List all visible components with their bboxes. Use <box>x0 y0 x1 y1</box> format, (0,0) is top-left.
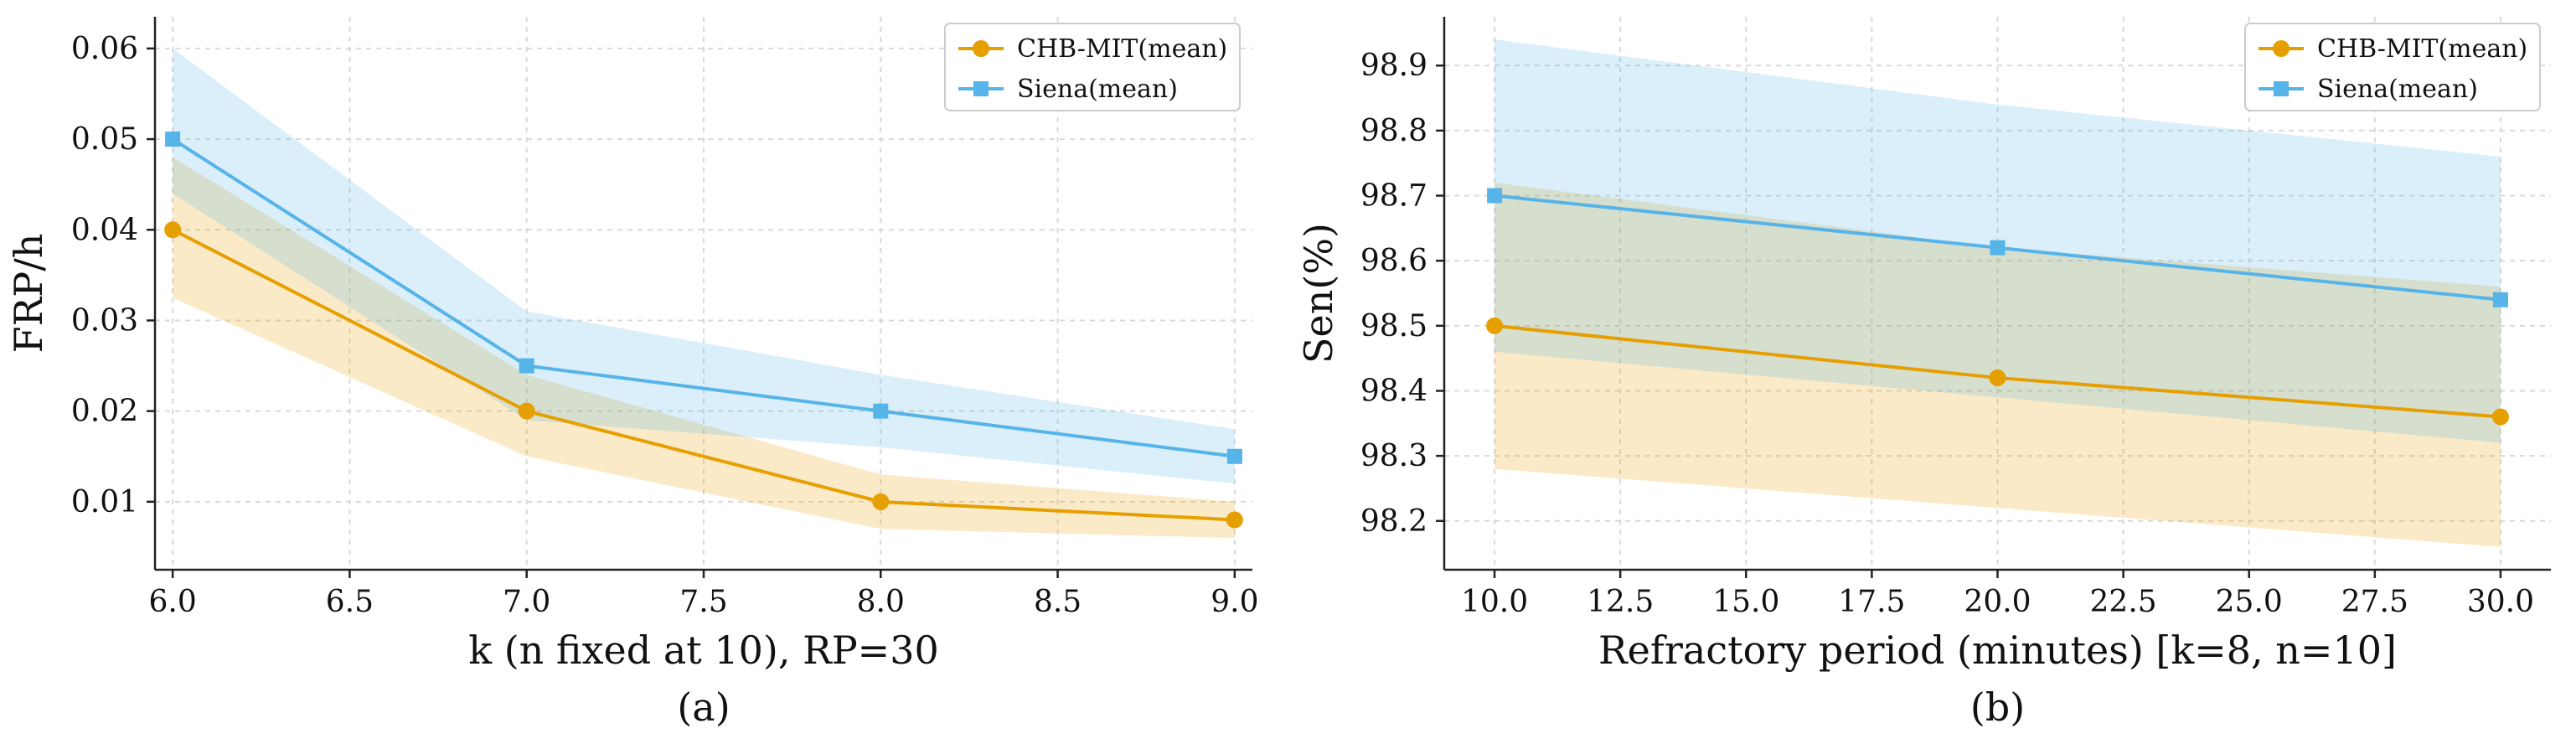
y-tick-label: 98.3 <box>1360 439 1427 473</box>
y-axis-title: Sen(%) <box>1296 223 1341 364</box>
data-point-siena <box>873 403 889 419</box>
series-line-siena <box>172 137 1236 458</box>
legend-marker-chb-mit <box>973 40 989 57</box>
x-tick-label: 10.0 <box>1461 585 1528 619</box>
figure-caption: (a) <box>677 685 730 730</box>
data-point-chb-mit <box>518 402 535 420</box>
data-point-chb-mit <box>164 221 182 239</box>
x-tick-label: 27.5 <box>2341 585 2408 619</box>
legend-marker-chb-mit <box>2273 40 2289 57</box>
legend-box <box>2244 23 2541 111</box>
x-tick-label: 12.5 <box>1587 585 1654 619</box>
y-tick-label: 98.4 <box>1360 374 1427 408</box>
y-tick-label: 98.9 <box>1360 49 1427 83</box>
y-tick-label: 0.05 <box>71 122 138 157</box>
data-point-chb-mit <box>1226 511 1243 529</box>
y-axis-title: FRP/h <box>6 234 51 354</box>
y-tick-label: 0.02 <box>71 395 138 429</box>
y-tick-label: 98.2 <box>1360 504 1427 539</box>
figure-caption: (b) <box>1970 685 2025 730</box>
data-point-siena <box>2492 292 2508 307</box>
x-tick-label: 25.0 <box>2216 585 2283 619</box>
data-point-siena <box>519 358 534 374</box>
x-tick-label: 7.0 <box>503 585 550 619</box>
legend-box <box>944 23 1241 111</box>
confidence-band-siena <box>173 48 1235 484</box>
legend-label-chb-mit: CHB-MIT(mean) <box>1017 34 1227 64</box>
y-tick-label: 98.8 <box>1360 114 1427 148</box>
data-point-chb-mit <box>1989 369 2006 386</box>
y-tick-label: 98.5 <box>1360 309 1427 344</box>
chart-b: 10.0 12.5 15.0 17.5 20.0 22.5 25.0 27.5 30.0 98.2… <box>1296 17 2551 730</box>
y-tick-label: 0.04 <box>71 213 138 247</box>
legend-marker-siena <box>2274 81 2289 96</box>
data-point-siena <box>1990 240 2006 256</box>
x-tick-label: 6.0 <box>148 585 196 619</box>
legend-label-chb-mit: CHB-MIT(mean) <box>2317 34 2527 64</box>
x-tick-label: 8.0 <box>857 585 905 619</box>
y-tick-label: 0.03 <box>71 303 138 338</box>
legend: CHB-MIT(mean) Siena(mean) <box>944 23 1241 111</box>
x-tick-label: 7.5 <box>679 585 727 619</box>
x-tick-label: 8.5 <box>1034 585 1082 619</box>
x-tick-label: 15.0 <box>1712 585 1779 619</box>
legend-label-siena: Siena(mean) <box>1017 75 1178 104</box>
data-point-chb-mit <box>872 493 890 510</box>
legend-label-siena: Siena(mean) <box>2317 75 2478 104</box>
confidence-band-chb-mit <box>173 157 1235 539</box>
x-tick-label: 22.5 <box>2090 585 2157 619</box>
x-tick-label: 30.0 <box>2467 585 2534 619</box>
y-tick-label: 98.6 <box>1360 244 1427 278</box>
data-point-siena <box>165 132 181 147</box>
chart-a: 6.0 6.5 7.0 7.5 8.0 8.5 9.0 0.01 0.02 0.03 0.04 0.0… <box>6 17 1259 730</box>
series-line-chb-mit <box>172 228 1235 522</box>
x-axis-title: Refractory period (minutes) [k=8, n=10] <box>1598 628 2397 673</box>
x-tick-label: 9.0 <box>1211 585 1258 619</box>
y-tick-label: 98.7 <box>1360 179 1427 214</box>
x-tick-label: 20.0 <box>1964 585 2031 619</box>
y-tick-label: 0.01 <box>71 485 138 519</box>
y-tick-label: 0.06 <box>71 32 138 66</box>
data-point-siena <box>1487 188 1503 204</box>
data-point-siena <box>1226 448 1242 464</box>
x-axis-title: k (n fixed at 10), RP=30 <box>468 628 939 673</box>
x-tick-label: 17.5 <box>1838 585 1905 619</box>
data-point-chb-mit <box>2491 408 2509 426</box>
x-tick-label: 6.5 <box>326 585 374 619</box>
legend-marker-siena <box>973 81 989 96</box>
data-point-chb-mit <box>1486 317 1504 334</box>
legend: CHB-MIT(mean) Siena(mean) <box>2244 23 2541 111</box>
